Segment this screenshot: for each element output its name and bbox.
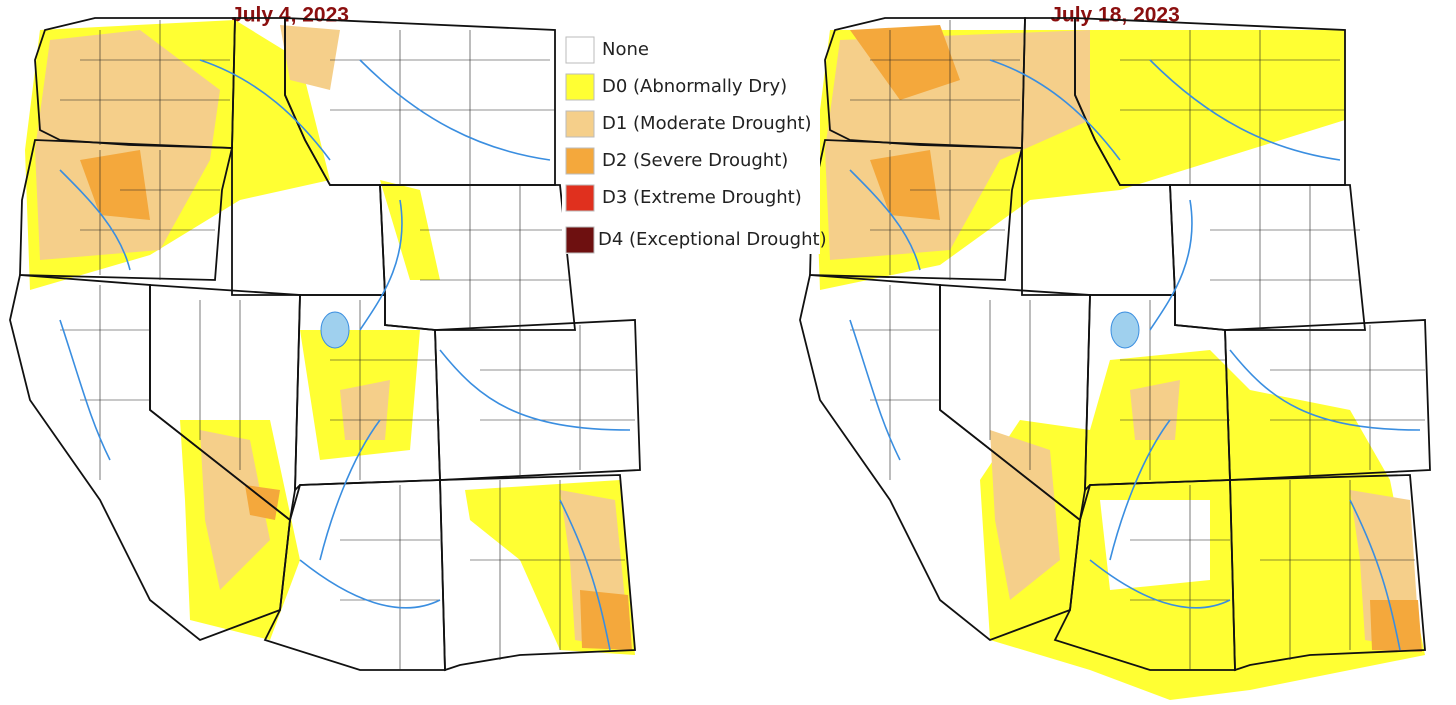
legend-swatch — [565, 73, 595, 101]
legend-background — [562, 28, 820, 254]
legend-swatch — [565, 184, 595, 212]
legend-label: None — [602, 39, 649, 60]
map-title: July 4, 2023 — [231, 4, 349, 27]
legend-swatch — [565, 36, 595, 64]
legend-label: D3 (Extreme Drought) — [602, 187, 802, 208]
legend: None D0 (Abnormally Dry) D1 (Moderate Drou… — [562, 28, 827, 254]
legend-label: D1 (Moderate Drought) — [602, 113, 812, 134]
legend-swatch — [565, 226, 595, 254]
legend-label: D0 (Abnormally Dry) — [602, 76, 787, 97]
legend-swatch — [565, 110, 595, 138]
legend-swatch — [565, 147, 595, 175]
legend-label: D4 (Exceptional Drought) — [598, 229, 827, 250]
map-july-18 — [799, 17, 1431, 700]
map-title: July 18, 2023 — [1050, 4, 1180, 27]
legend-label: D2 (Severe Drought) — [602, 150, 788, 171]
map-july-4 — [9, 17, 641, 671]
